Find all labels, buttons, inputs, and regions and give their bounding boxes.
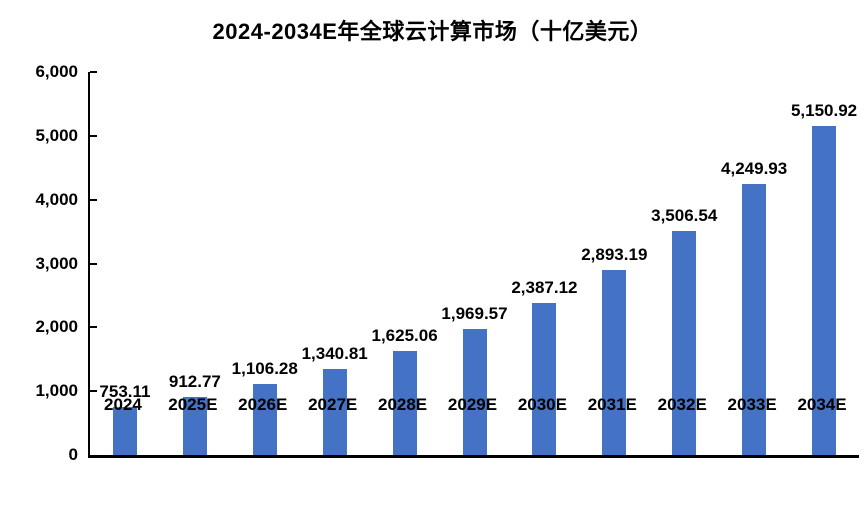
bar (252, 384, 277, 455)
bar-value-label: 912.77 (168, 371, 221, 391)
y-axis-tick (90, 71, 97, 73)
bar-value-label: 5,150.92 (790, 101, 858, 121)
x-axis-tick-label: 2025E (168, 395, 218, 414)
bar-value-label: 1,969.57 (441, 304, 508, 324)
bar-value-label: 2,893.19 (581, 245, 648, 265)
y-axis-tick-label: 6,000 (35, 62, 78, 81)
bar-value-label: 4,249.93 (721, 158, 788, 178)
chart-title: 2024-2034E年全球云计算市场（十亿美元） (212, 19, 653, 44)
bar (392, 351, 417, 455)
bar (462, 329, 487, 455)
x-axis-tick-label: 2030E (517, 395, 567, 414)
plot-area: 753.11 912.77 1,106.28 1,340.81 1,625.06 1,96… (88, 71, 859, 458)
x-axis-tick-label: 2028E (377, 395, 428, 414)
bar-value-label: 1,340.81 (301, 344, 368, 364)
y-axis-tick-label: 1,000 (35, 381, 78, 401)
y-axis-tick-label: 4,000 (35, 189, 78, 209)
bar (812, 126, 837, 455)
bar (742, 183, 767, 455)
y-axis-tick-label: 5,000 (35, 125, 78, 145)
bar-value-label: 3,506.54 (651, 206, 718, 226)
bar (182, 396, 207, 455)
x-axis-tick-label: 2024 (104, 395, 142, 414)
y-axis-tick (90, 198, 97, 201)
bar-value-label: 753.11 (99, 381, 151, 401)
x-axis-tick-label: 2027E (308, 395, 358, 414)
y-axis-tick (90, 262, 97, 265)
y-axis-tick-label: 3,000 (35, 253, 78, 273)
bar (322, 369, 347, 455)
bar (602, 270, 627, 455)
bar-value-label: 1,625.06 (371, 326, 438, 346)
bar (112, 406, 137, 455)
x-axis-tick-label: 2032E (657, 395, 707, 414)
y-axis-tick-label: 2,000 (35, 317, 78, 337)
bar-value-label: 1,106.28 (231, 359, 298, 379)
bar (672, 231, 697, 455)
bar (532, 302, 557, 455)
x-axis-tick-label: 2034E (797, 395, 847, 414)
x-axis-tick-label: 2029E (447, 395, 498, 414)
y-axis-tick (90, 326, 97, 329)
y-axis-tick-label: 0 (68, 445, 78, 464)
bar-value-label: 2,387.12 (511, 277, 578, 297)
x-axis-tick-label: 2031E (587, 395, 637, 414)
x-axis-tick-label: 2026E (238, 395, 288, 414)
x-axis-tick-label: 2033E (727, 395, 777, 414)
y-axis-tick (90, 390, 97, 393)
y-axis-tick (90, 134, 97, 137)
